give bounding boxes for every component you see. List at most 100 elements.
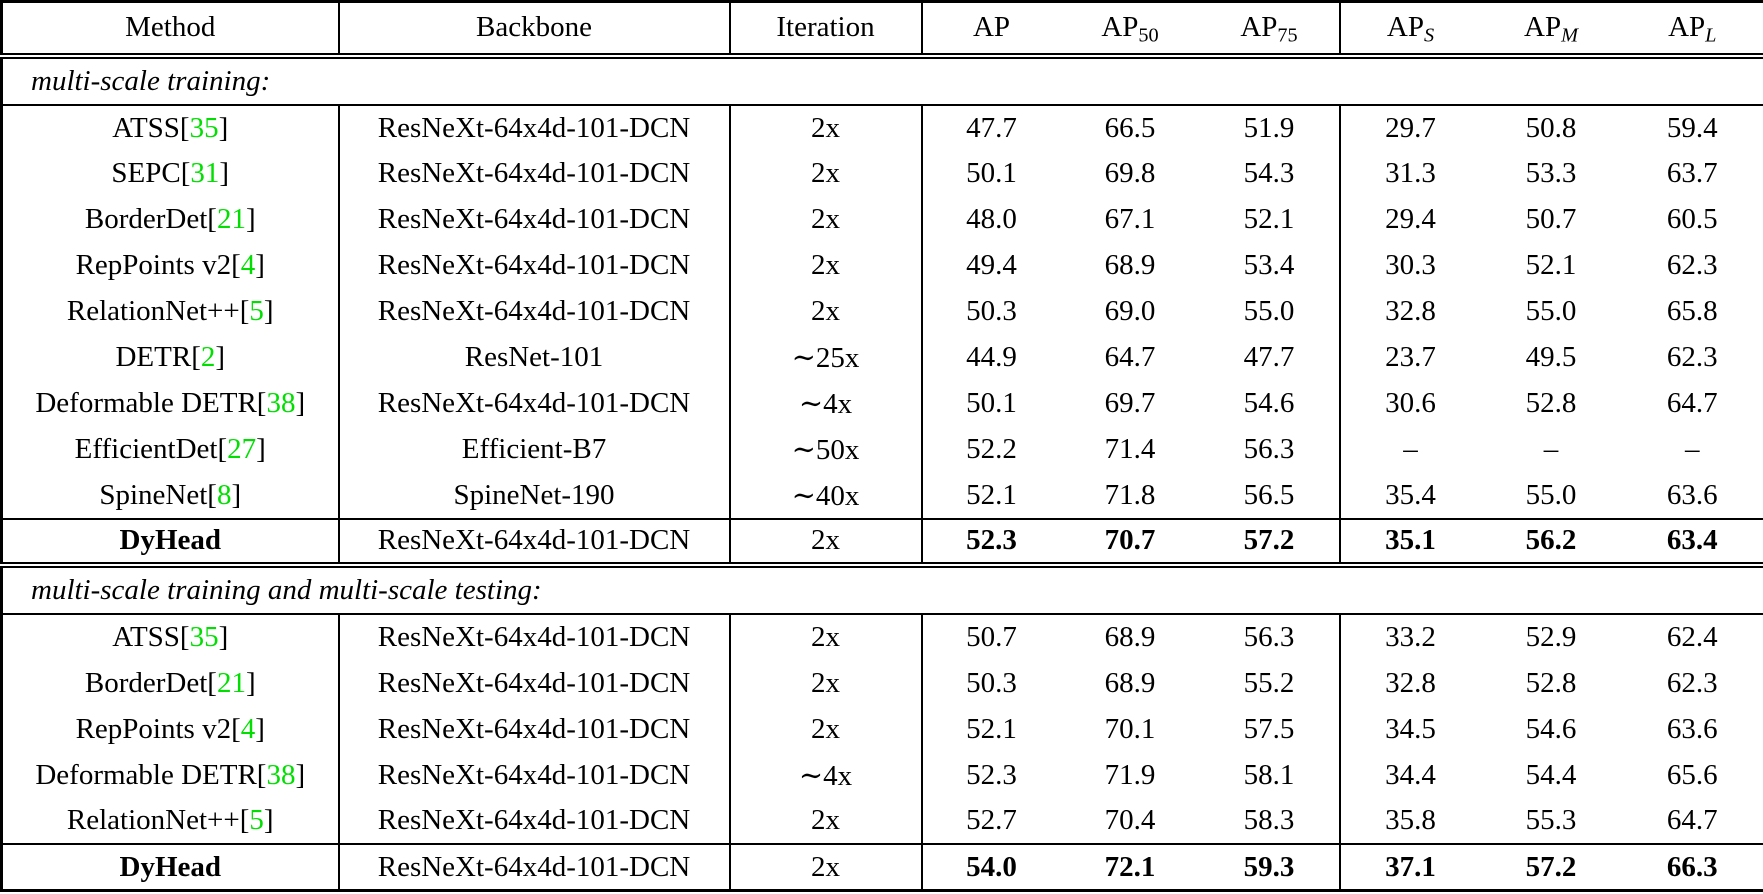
col-header-subscript: M <box>1561 24 1578 47</box>
col-header-aps: APS <box>1340 2 1481 56</box>
cell-ap75: 51.9 <box>1199 104 1341 151</box>
citation-number: 5 <box>249 295 264 328</box>
cell-backbone: ResNeXt-64x4d-101-DCN <box>338 752 731 799</box>
table-row: BorderDet[21] ResNeXt-64x4d-101-DCN 2x 50.3… <box>1 660 1763 707</box>
method-name: Deformable DETR <box>35 387 257 420</box>
header-row: Method Backbone Iteration AP AP50 AP75 APS APM A… <box>1 1 1763 56</box>
cell-apl: – <box>1685 433 1700 466</box>
cell-ap: 49.4 <box>966 249 1017 282</box>
cell-apm: 54.4 <box>1525 758 1577 791</box>
cell-backbone: ResNeXt-64x4d-101-DCN <box>338 844 731 891</box>
cell-ap50: 70.7 <box>1104 524 1156 557</box>
cell-method: RelationNet++[5] <box>1 288 340 335</box>
cell-backbone: Efficient-B7 <box>338 426 731 473</box>
col-header-subscript: 50 <box>1138 24 1159 47</box>
cell-ap: 50.7 <box>966 621 1017 654</box>
cell-aps: 32.8 <box>1385 295 1436 328</box>
cell-apm: 53.3 <box>1525 157 1577 190</box>
cell-ap50: 68.9 <box>1104 621 1156 654</box>
cell-ap75: 58.1 <box>1199 752 1341 799</box>
cell-ap: 44.9 <box>966 341 1017 374</box>
cell-ap75: 56.5 <box>1199 472 1341 519</box>
col-header-subscript: L <box>1705 24 1717 47</box>
cell-ap75: 58.3 <box>1199 798 1341 845</box>
table-row: Deformable DETR[38] ResNeXt-64x4d-101-DCN… <box>1 752 1763 799</box>
cell-ap50: 70.1 <box>1104 712 1156 745</box>
cell-ap: 52.3 <box>966 758 1017 791</box>
cell-apl: 62.4 <box>1666 621 1718 654</box>
cell-ap: 50.3 <box>966 666 1017 699</box>
cell-method: ATSS[35] <box>1 614 340 661</box>
cell-backbone: ResNeXt-64x4d-101-DCN <box>338 380 731 427</box>
cell-iteration: 2x <box>729 844 923 891</box>
cell-ap: 48.0 <box>966 203 1017 236</box>
cell-ap50: 66.5 <box>1104 111 1156 144</box>
col-header-label: AP <box>1668 11 1706 44</box>
cell-backbone: ResNeXt-64x4d-101-DCN <box>338 242 731 289</box>
cell-iteration: 2x <box>729 518 923 565</box>
col-header-backbone: Backbone <box>338 1 731 56</box>
col-header-ap50: AP50 <box>1061 2 1200 56</box>
col-header-label: AP <box>1386 11 1424 44</box>
cell-apl: 60.5 <box>1666 203 1718 236</box>
col-header-method: Method <box>1 1 340 56</box>
cell-method: RelationNet++[5] <box>1 798 340 845</box>
method-name: BorderDet <box>84 203 208 236</box>
cell-ap: 52.1 <box>966 478 1017 511</box>
cell-aps: 33.2 <box>1385 621 1436 654</box>
cell-aps: 30.3 <box>1385 249 1436 282</box>
cell-ap50: 72.1 <box>1104 850 1156 883</box>
cell-iteration: ∼25x <box>729 334 923 381</box>
citation-number: 8 <box>216 478 232 511</box>
method-name: SEPC <box>111 157 181 190</box>
table-row: RelationNet++[5] ResNeXt-64x4d-101-DCN 2x 5… <box>1 798 1763 845</box>
section-header-row: multi-scale training: <box>1 55 1763 105</box>
cell-ap75: 52.1 <box>1199 196 1341 243</box>
cell-ap: 54.0 <box>966 850 1017 883</box>
cell-ap75: 47.7 <box>1199 334 1341 381</box>
table-row: BorderDet[21] ResNeXt-64x4d-101-DCN 2x 48.0… <box>1 196 1763 243</box>
table-row: DETR[2] ResNet-101 ∼25x 44.9 64.7 47.7 23.7 49.… <box>1 334 1763 381</box>
cell-aps: 29.7 <box>1385 111 1436 144</box>
col-header-apl: APL <box>1622 2 1763 56</box>
citation-number: 21 <box>216 666 246 699</box>
cell-ap: 50.3 <box>966 295 1017 328</box>
citation-number: 2 <box>200 341 216 374</box>
cell-backbone: ResNeXt-64x4d-101-DCN <box>338 288 731 335</box>
cell-method: RepPoints v2[4] <box>1 706 340 753</box>
citation-number: 35 <box>189 111 219 144</box>
citation-number: 4 <box>240 712 256 745</box>
cell-backbone: ResNeXt-64x4d-101-DCN <box>338 196 731 243</box>
cell-ap50: 64.7 <box>1104 341 1156 374</box>
col-header-label: Method <box>125 11 216 44</box>
cell-apl: 64.7 <box>1666 804 1718 837</box>
cell-apl: 62.3 <box>1666 341 1718 374</box>
col-header-label: AP <box>1524 11 1562 44</box>
cell-ap75: 54.6 <box>1199 380 1341 427</box>
cell-backbone: ResNeXt-64x4d-101-DCN <box>338 150 731 197</box>
method-name: RelationNet++ <box>66 804 240 837</box>
cell-apl: 62.3 <box>1666 249 1718 282</box>
citation-number: 21 <box>216 203 246 236</box>
col-header-label: AP <box>1240 11 1278 44</box>
cell-ap50: 69.8 <box>1104 157 1156 190</box>
method-name: RelationNet++ <box>66 295 240 328</box>
col-header-ap: AP <box>922 2 1061 56</box>
cell-ap: 52.7 <box>966 804 1017 837</box>
citation-number: 5 <box>249 804 264 837</box>
cell-backbone: ResNeXt-64x4d-101-DCN <box>338 798 731 845</box>
cell-ap75: 57.2 <box>1199 518 1341 565</box>
citation-number: 4 <box>240 249 256 282</box>
table-row: RepPoints v2[4] ResNeXt-64x4d-101-DCN 2x 49… <box>1 242 1763 289</box>
cell-backbone: ResNeXt-64x4d-101-DCN <box>338 706 731 753</box>
cell-backbone: ResNeXt-64x4d-101-DCN <box>338 660 731 707</box>
cell-method: BorderDet[21] <box>1 196 340 243</box>
cell-aps: 29.4 <box>1385 203 1436 236</box>
cell-ap50: 71.8 <box>1104 478 1156 511</box>
cell-apm: 50.7 <box>1525 203 1577 236</box>
table-row: RelationNet++[5] ResNeXt-64x4d-101-DCN 2x 5… <box>1 288 1763 335</box>
table-row: ATSS[35] ResNeXt-64x4d-101-DCN 2x 47.7 66.5 5… <box>1 104 1763 151</box>
cell-ap: 52.1 <box>966 712 1017 745</box>
cell-ap50: 68.9 <box>1104 666 1156 699</box>
